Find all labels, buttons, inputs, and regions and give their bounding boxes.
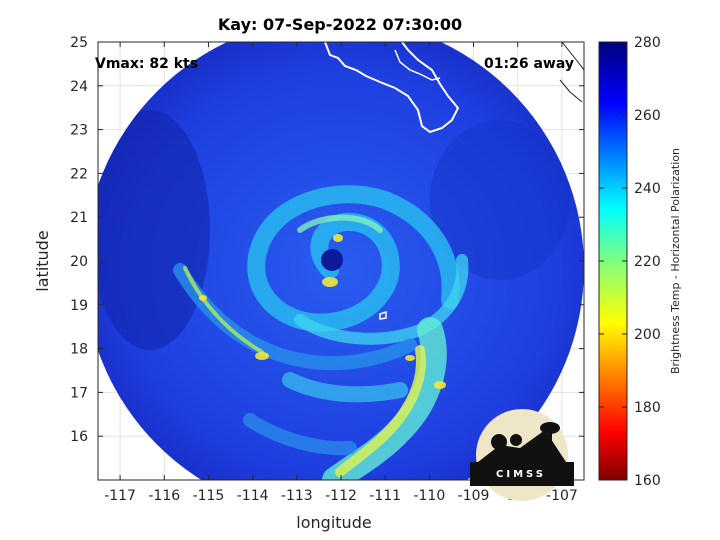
y-tick-label: 22 xyxy=(70,166,88,182)
colorbar-tick-label: 280 xyxy=(634,35,661,51)
y-tick-label: 19 xyxy=(70,298,88,314)
y-tick-marks: 16 17 18 19 20 21 22 23 24 25 xyxy=(70,35,584,445)
time-offset-annotation: 01:26 away xyxy=(484,56,574,72)
y-tick-label: 24 xyxy=(70,79,88,95)
x-tick-label: -117 xyxy=(104,488,136,504)
x-tick-label: -116 xyxy=(148,488,180,504)
coastline xyxy=(324,42,584,320)
y-tick-label: 21 xyxy=(70,210,88,226)
colorbar-tick-label: 240 xyxy=(634,181,661,197)
colorbar: 160 180 200 220 240 260 280 Brightness Temp - … xyxy=(598,35,682,489)
x-tick-label: -113 xyxy=(281,488,313,504)
y-tick-label: 23 xyxy=(70,123,88,139)
x-tick-label: -111 xyxy=(369,488,401,504)
logo-text: CIMSS xyxy=(496,469,546,480)
x-tick-label: -107 xyxy=(546,488,578,504)
x-axis-label: longitude xyxy=(296,513,371,532)
colorbar-label: Brightness Temp - Horizontal Polarizatio… xyxy=(669,148,682,374)
y-tick-label: 17 xyxy=(70,385,88,401)
y-axis-label: latitude xyxy=(33,230,52,291)
colorbar-tick-label: 180 xyxy=(634,400,661,416)
rain-bands xyxy=(173,185,469,480)
plot-area: -117-116-115-114-113-112-111-110-109-108… xyxy=(70,35,585,504)
colorbar-tick-label: 160 xyxy=(634,473,661,489)
vmax-annotation: Vmax: 82 kts xyxy=(95,56,198,72)
x-tick-label: -115 xyxy=(193,488,225,504)
x-tick-label: -114 xyxy=(237,488,269,504)
colorbar-ticks: 160 180 200 220 240 260 280 xyxy=(599,35,661,489)
y-tick-label: 25 xyxy=(70,35,88,51)
cimss-logo: CIMSS xyxy=(470,409,574,501)
colorbar-tick-label: 260 xyxy=(634,108,661,124)
y-tick-label: 18 xyxy=(70,342,88,358)
x-tick-label: -110 xyxy=(413,488,445,504)
microwave-swath xyxy=(98,42,584,480)
y-tick-label: 16 xyxy=(70,429,88,445)
colorbar-tick-label: 200 xyxy=(634,327,661,343)
x-tick-label: -112 xyxy=(325,488,357,504)
x-tick-label: -109 xyxy=(458,488,490,504)
storm-eye xyxy=(321,249,343,271)
colorbar-tick-label: 220 xyxy=(634,254,661,270)
chart-title: Kay: 07-Sep-2022 07:30:00 xyxy=(218,15,462,34)
convective-cores xyxy=(199,234,446,389)
y-tick-label: 20 xyxy=(70,254,88,270)
